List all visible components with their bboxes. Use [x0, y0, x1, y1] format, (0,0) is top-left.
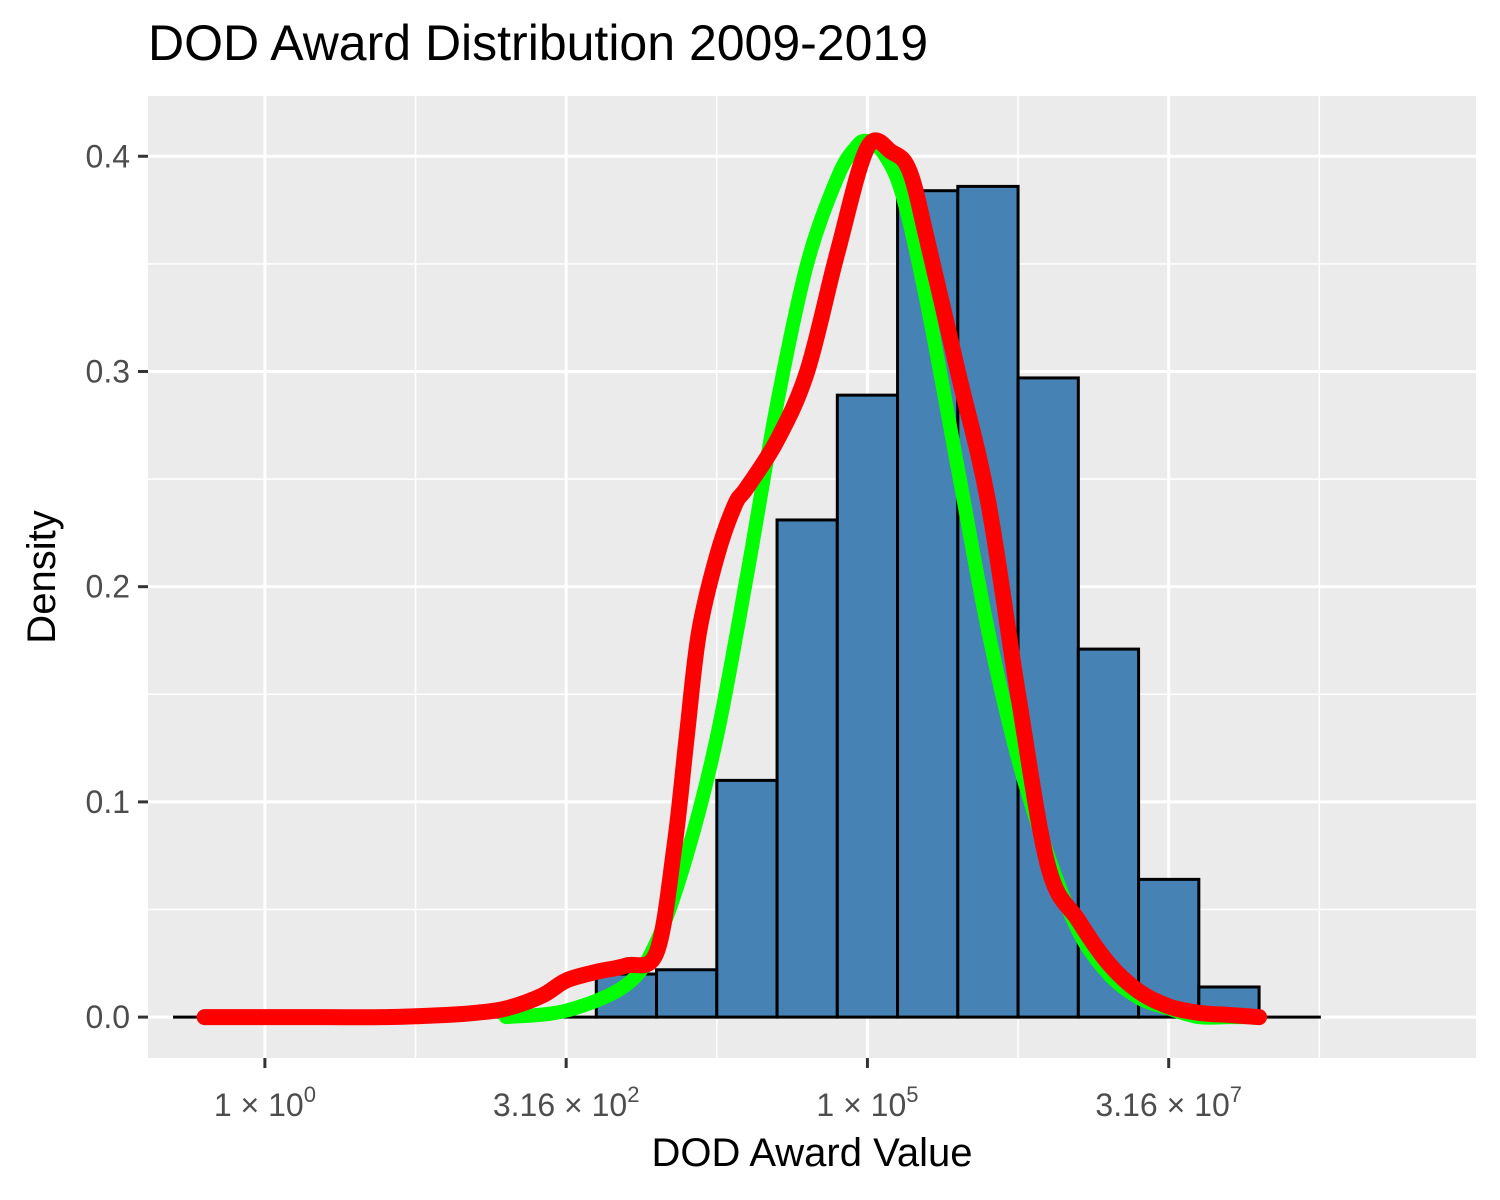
- histogram-bar: [715, 778, 779, 1019]
- y-tick-label: 0.0: [86, 999, 130, 1035]
- y-axis: 0.0 0.1 0.2 0.3 0.4: [86, 138, 148, 1035]
- y-tick-label: 0.1: [86, 784, 130, 820]
- y-tick-label: 0.2: [86, 569, 130, 605]
- x-tick-label: 3.16 × 102: [493, 1082, 640, 1123]
- y-tick-label: 0.3: [86, 353, 130, 389]
- x-tick-label: 1 × 105: [816, 1082, 918, 1123]
- kernel-density-curve: [196, 132, 1268, 1026]
- x-tick-label: 1 × 100: [214, 1082, 316, 1123]
- histogram-bar: [835, 393, 900, 1019]
- density-curves: [196, 132, 1268, 1026]
- x-tick-label: 3.16 × 107: [1095, 1082, 1242, 1123]
- y-axis-title: Density: [20, 510, 64, 643]
- y-tick-label: 0.4: [86, 138, 130, 174]
- histogram-bar: [775, 518, 839, 1019]
- x-axis: 1 × 100 3.16 × 102 1 × 105 3.16 × 107: [214, 1058, 1242, 1123]
- histogram-bar: [655, 968, 719, 1019]
- x-axis-title: DOD Award Value: [652, 1131, 973, 1175]
- chart-title: DOD Award Distribution 2009-2019: [148, 15, 928, 71]
